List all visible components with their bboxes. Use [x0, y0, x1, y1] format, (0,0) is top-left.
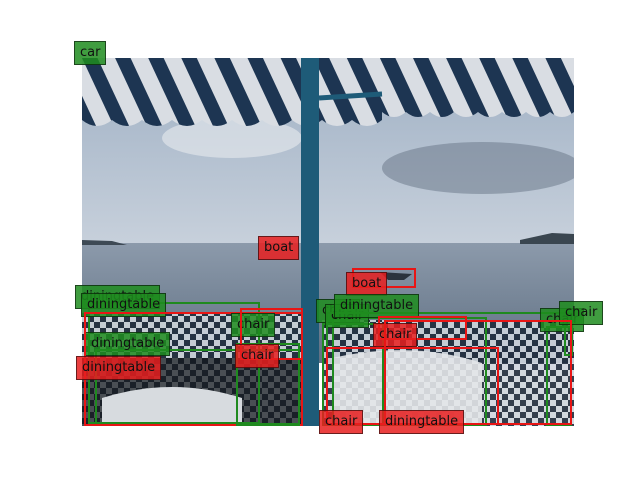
island — [520, 233, 574, 244]
chair-prediction-label: chair — [319, 410, 364, 434]
chair-prediction-label: chair — [373, 323, 418, 347]
cloud — [162, 118, 302, 158]
boat — [380, 272, 412, 280]
chair-back — [102, 387, 242, 426]
chair-back — [332, 350, 482, 426]
chair-ground-truth-label: chair — [231, 313, 276, 337]
awning-left — [82, 58, 382, 126]
diningtable-prediction-box — [384, 320, 572, 425]
diningtable-ground-truth-label: diningtable — [85, 332, 171, 356]
car-ground-truth-label: car — [74, 41, 107, 65]
pole — [301, 58, 319, 426]
chair-prediction-label: chair — [235, 344, 280, 368]
awning-right — [382, 58, 574, 117]
boat-prediction-label: boat — [346, 272, 388, 296]
headland — [82, 240, 127, 245]
diningtable-prediction-label: diningtable — [76, 356, 162, 380]
diningtable-ground-truth-label: diningtable — [334, 294, 420, 318]
diningtable-ground-truth-label: diningtable — [81, 293, 167, 317]
boat-prediction-label: boat — [258, 236, 300, 260]
cloud — [382, 142, 574, 194]
diningtable-prediction-label: diningtable — [379, 410, 465, 434]
awning-rail — [318, 91, 383, 101]
